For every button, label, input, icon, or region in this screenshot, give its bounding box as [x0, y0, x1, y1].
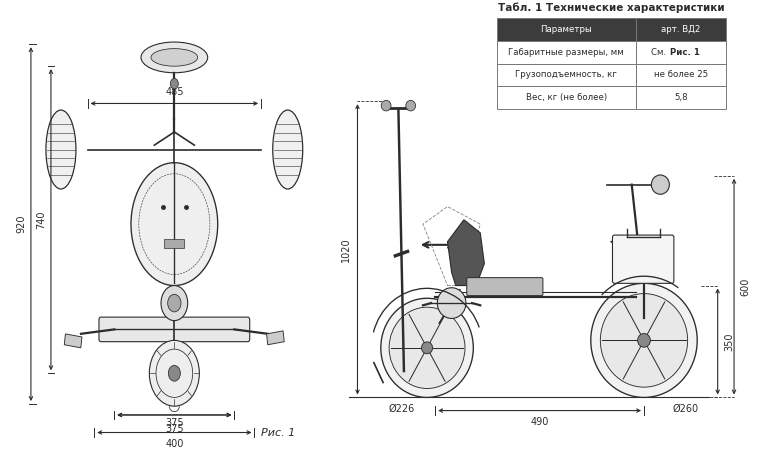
Text: Табл. 1 Технические характеристики: Табл. 1 Технические характеристики: [498, 2, 725, 13]
Text: Габаритные размеры, мм: Габаритные размеры, мм: [509, 48, 624, 57]
Bar: [496, 86, 636, 109]
Text: 485: 485: [165, 87, 183, 97]
Text: Вес, кг (не более): Вес, кг (не более): [525, 93, 607, 102]
Ellipse shape: [131, 163, 218, 286]
Ellipse shape: [273, 110, 302, 189]
Circle shape: [651, 175, 669, 194]
Ellipse shape: [141, 42, 208, 73]
Bar: [636, 18, 726, 41]
Text: 1020: 1020: [341, 237, 352, 262]
Circle shape: [637, 334, 650, 347]
Text: 375: 375: [165, 418, 183, 428]
Text: Ø226: Ø226: [389, 404, 415, 414]
Text: Ø260: Ø260: [672, 404, 699, 414]
Text: 920: 920: [16, 215, 26, 234]
Polygon shape: [447, 220, 484, 286]
Text: не более 25: не более 25: [653, 70, 708, 80]
Text: 490: 490: [531, 417, 549, 427]
Bar: [636, 41, 726, 64]
FancyBboxPatch shape: [467, 278, 543, 296]
Bar: [636, 64, 726, 86]
Text: Рис. 1: Рис. 1: [670, 48, 700, 57]
Circle shape: [381, 298, 473, 398]
Text: арт. ВД2: арт. ВД2: [661, 25, 700, 34]
Circle shape: [389, 307, 465, 388]
Circle shape: [168, 294, 181, 312]
Text: Грузоподъемность, кг: Грузоподъемность, кг: [515, 70, 617, 80]
Circle shape: [600, 293, 688, 387]
Circle shape: [437, 288, 466, 319]
Bar: [64, 334, 82, 348]
Circle shape: [161, 286, 188, 321]
Bar: [636, 86, 726, 109]
Text: Параметры: Параметры: [540, 25, 592, 34]
Text: 740: 740: [36, 211, 46, 229]
Bar: [164, 239, 184, 248]
Ellipse shape: [151, 48, 198, 66]
Circle shape: [590, 283, 697, 398]
Bar: [496, 64, 636, 86]
Bar: [267, 331, 284, 345]
Circle shape: [406, 101, 415, 111]
Text: 5,8: 5,8: [674, 93, 688, 102]
FancyBboxPatch shape: [99, 317, 249, 342]
Bar: [496, 41, 636, 64]
Text: 350: 350: [724, 332, 734, 351]
Circle shape: [149, 340, 199, 406]
Text: Рис. 1: Рис. 1: [261, 427, 296, 437]
FancyBboxPatch shape: [612, 235, 674, 283]
Text: 375: 375: [165, 424, 183, 434]
Ellipse shape: [46, 110, 76, 189]
Text: 400: 400: [165, 439, 183, 449]
Circle shape: [421, 342, 433, 354]
Circle shape: [168, 366, 180, 381]
Text: 600: 600: [740, 277, 750, 296]
Bar: [496, 18, 636, 41]
Circle shape: [171, 79, 178, 89]
Circle shape: [381, 101, 391, 111]
Text: См.: См.: [650, 48, 669, 57]
